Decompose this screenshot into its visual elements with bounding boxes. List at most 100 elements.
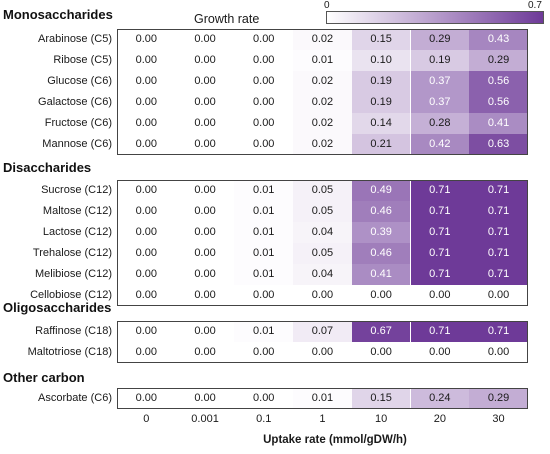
- heatmap-cell: 0.00: [175, 264, 235, 285]
- colorbar: [326, 11, 544, 24]
- heatmap-cell: 0.00: [293, 342, 352, 363]
- row-label: Maltotriose (C18): [27, 346, 112, 358]
- heatmap-cell: 0.00: [234, 113, 294, 134]
- heatmap-cell: 0.00: [175, 71, 235, 92]
- heatmap-cell: 0.56: [469, 71, 528, 92]
- row-label: Cellobiose (C12): [30, 289, 112, 301]
- heatmap-cell: 0.04: [293, 222, 352, 243]
- heatmap-cell: 0.21: [351, 134, 411, 155]
- heatmap-cell: 0.07: [293, 321, 352, 342]
- heatmap-cell: 0.00: [234, 71, 294, 92]
- heatmap-cell: 0.00: [234, 342, 294, 363]
- row-label: Lactose (C12): [42, 226, 112, 238]
- x-tick-label: 30: [492, 413, 505, 425]
- row-label: Fructose (C6): [44, 117, 112, 129]
- group-title: Other carbon: [3, 370, 85, 385]
- heatmap-cell: 0.00: [117, 71, 176, 92]
- heatmap-cell: 0.00: [175, 342, 235, 363]
- heatmap-cell: 0.00: [175, 243, 235, 264]
- heatmap-cell: 0.19: [351, 92, 411, 113]
- group-title: Oligosaccharides: [3, 300, 112, 315]
- heatmap-cell: 0.00: [469, 342, 528, 363]
- heatmap-cell: 0.10: [351, 50, 411, 71]
- heatmap-cell: 0.01: [234, 264, 294, 285]
- heatmap-cell: 0.00: [351, 285, 411, 306]
- heatmap-cell: 0.00: [117, 342, 176, 363]
- x-tick-label: 10: [375, 413, 388, 425]
- heatmap-cell: 0.00: [117, 222, 176, 243]
- heatmap-cell: 0.00: [117, 50, 176, 71]
- heatmap-cell: 0.00: [117, 321, 176, 342]
- heatmap-cell: 0.42: [410, 134, 470, 155]
- heatmap-cell: 0.15: [351, 29, 411, 50]
- heatmap-cell: 0.46: [351, 243, 411, 264]
- heatmap-cell: 0.71: [469, 222, 528, 243]
- heatmap-cell: 0.46: [351, 201, 411, 222]
- heatmap-cell: 0.71: [469, 201, 528, 222]
- row-label: Mannose (C6): [42, 138, 112, 150]
- heatmap-cell: 0.29: [469, 50, 528, 71]
- heatmap-cell: 0.37: [410, 71, 470, 92]
- heatmap-cell: 0.49: [351, 180, 411, 201]
- heatmap-cell: 0.71: [410, 180, 470, 201]
- heatmap-cell: 0.02: [293, 29, 352, 50]
- x-tick-label: 0.1: [256, 413, 272, 425]
- row-label: Sucrose (C12): [41, 184, 112, 196]
- heatmap-cell: 0.00: [234, 285, 294, 306]
- heatmap-cell: 0.01: [293, 50, 352, 71]
- heatmap-cell: 0.05: [293, 243, 352, 264]
- heatmap-cell: 0.01: [234, 201, 294, 222]
- heatmap-cell: 0.00: [117, 134, 176, 155]
- heatmap-cell: 0.00: [175, 134, 235, 155]
- heatmap-cell: 0.00: [175, 29, 235, 50]
- heatmap-cell: 0.05: [293, 201, 352, 222]
- heatmap-cell: 0.15: [351, 388, 411, 409]
- heatmap-cell: 0.00: [175, 180, 235, 201]
- row-label: Trehalose (C12): [32, 247, 112, 259]
- heatmap-cell: 0.71: [410, 321, 470, 342]
- heatmap-cell: 0.00: [175, 388, 235, 409]
- heatmap-cell: 0.00: [234, 388, 294, 409]
- heatmap-cell: 0.00: [234, 50, 294, 71]
- heatmap-cell: 0.39: [351, 222, 411, 243]
- heatmap-cell: 0.71: [469, 243, 528, 264]
- row-label: Maltose (C12): [42, 205, 112, 217]
- row-label: Ascorbate (C6): [38, 392, 112, 404]
- heatmap-cell: 0.56: [469, 92, 528, 113]
- heatmap-cell: 0.05: [293, 180, 352, 201]
- colorbar-min-label: 0: [324, 0, 330, 11]
- heatmap-cell: 0.41: [469, 113, 528, 134]
- heatmap-cell: 0.00: [410, 285, 470, 306]
- heatmap-cell: 0.01: [293, 388, 352, 409]
- row-label: Arabinose (C5): [38, 33, 112, 45]
- heatmap-cell: 0.37: [410, 92, 470, 113]
- heatmap-cell: 0.00: [234, 134, 294, 155]
- heatmap-cell: 0.02: [293, 92, 352, 113]
- heatmap-cell: 0.00: [117, 285, 176, 306]
- heatmap-cell: 0.00: [117, 113, 176, 134]
- heatmap-cell: 0.00: [175, 92, 235, 113]
- heatmap-cell: 0.00: [117, 29, 176, 50]
- heatmap-cell: 0.71: [469, 321, 528, 342]
- heatmap-cell: 0.63: [469, 134, 528, 155]
- heatmap-cell: 0.02: [293, 113, 352, 134]
- heatmap-cell: 0.01: [234, 222, 294, 243]
- heatmap-cell: 0.02: [293, 71, 352, 92]
- x-tick-label: 20: [433, 413, 446, 425]
- heatmap-cell: 0.00: [234, 92, 294, 113]
- row-label: Ribose (C5): [53, 54, 112, 66]
- row-label: Galactose (C6): [38, 96, 112, 108]
- x-tick-label: 0: [143, 413, 150, 425]
- colorbar-max-label: 0.7: [528, 0, 542, 11]
- heatmap-cell: 0.00: [175, 321, 235, 342]
- heatmap-cell: 0.01: [234, 180, 294, 201]
- heatmap-cell: 0.00: [175, 201, 235, 222]
- heatmap-cell: 0.19: [410, 50, 470, 71]
- heatmap-cell: 0.71: [410, 243, 470, 264]
- legend-title: Growth rate: [194, 12, 260, 26]
- heatmap-cell: 0.71: [469, 180, 528, 201]
- heatmap-cell: 0.24: [410, 388, 470, 409]
- heatmap-cell: 0.00: [117, 180, 176, 201]
- heatmap-cell: 0.00: [117, 201, 176, 222]
- heatmap-cell: 0.28: [410, 113, 470, 134]
